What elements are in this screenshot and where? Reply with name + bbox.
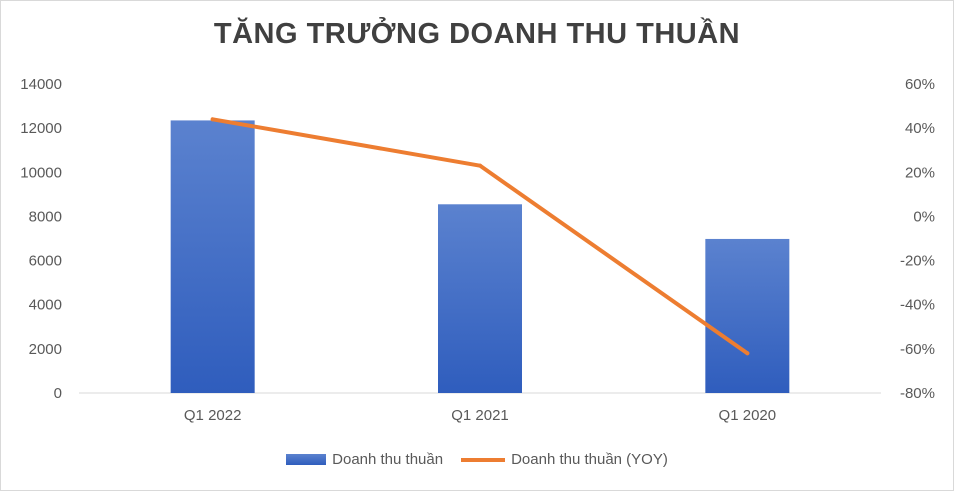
y-left-tick-label: 4000 <box>29 297 62 314</box>
y-right-tick-label: 0% <box>913 208 935 225</box>
yoy-point <box>745 351 750 356</box>
bar <box>170 120 255 394</box>
bar <box>705 238 790 393</box>
x-tick-label: Q1 2022 <box>184 407 242 424</box>
legend-swatch-bar <box>286 454 327 465</box>
chart-title: TĂNG TRƯỞNG DOANH THU THUẦN <box>213 18 741 50</box>
y-left-tick-label: 6000 <box>29 253 62 270</box>
x-tick-label: Q1 2021 <box>451 407 509 424</box>
y-left-tick-label: 12000 <box>20 120 62 137</box>
y-right-tick-label: -80% <box>900 385 935 402</box>
legend-item-line: Doanh thu thuần (YOY) <box>461 451 668 468</box>
x-tick-label: Q1 2020 <box>719 407 777 424</box>
legend-swatch-line <box>461 457 506 462</box>
y-left-tick-label: 0 <box>54 385 62 402</box>
y-left-tick-label: 14000 <box>20 76 62 93</box>
y-right-tick-label: -40% <box>900 297 935 314</box>
y-right-tick-label: -60% <box>900 341 935 358</box>
y-right-tick-label: 20% <box>905 164 935 181</box>
yoy-point <box>478 163 482 168</box>
y-left-tick-label: 10000 <box>20 164 62 181</box>
y-right-tick-label: -20% <box>900 253 935 270</box>
y-right-tick-label: 60% <box>905 76 935 93</box>
legend: Doanh thu thuần Doanh thu thuần (YOY) <box>0 451 954 468</box>
y-right-tick-label: 40% <box>905 120 935 137</box>
bar <box>438 204 522 393</box>
legend-item-bar: Doanh thu thuần <box>286 451 443 468</box>
legend-label-bar: Doanh thu thuần <box>332 451 444 468</box>
legend-label-line: Doanh thu thuần (YOY) <box>511 451 668 468</box>
y-left-tick-label: 8000 <box>29 208 62 225</box>
yoy-point <box>210 117 215 122</box>
y-left-tick-label: 2000 <box>29 341 62 358</box>
